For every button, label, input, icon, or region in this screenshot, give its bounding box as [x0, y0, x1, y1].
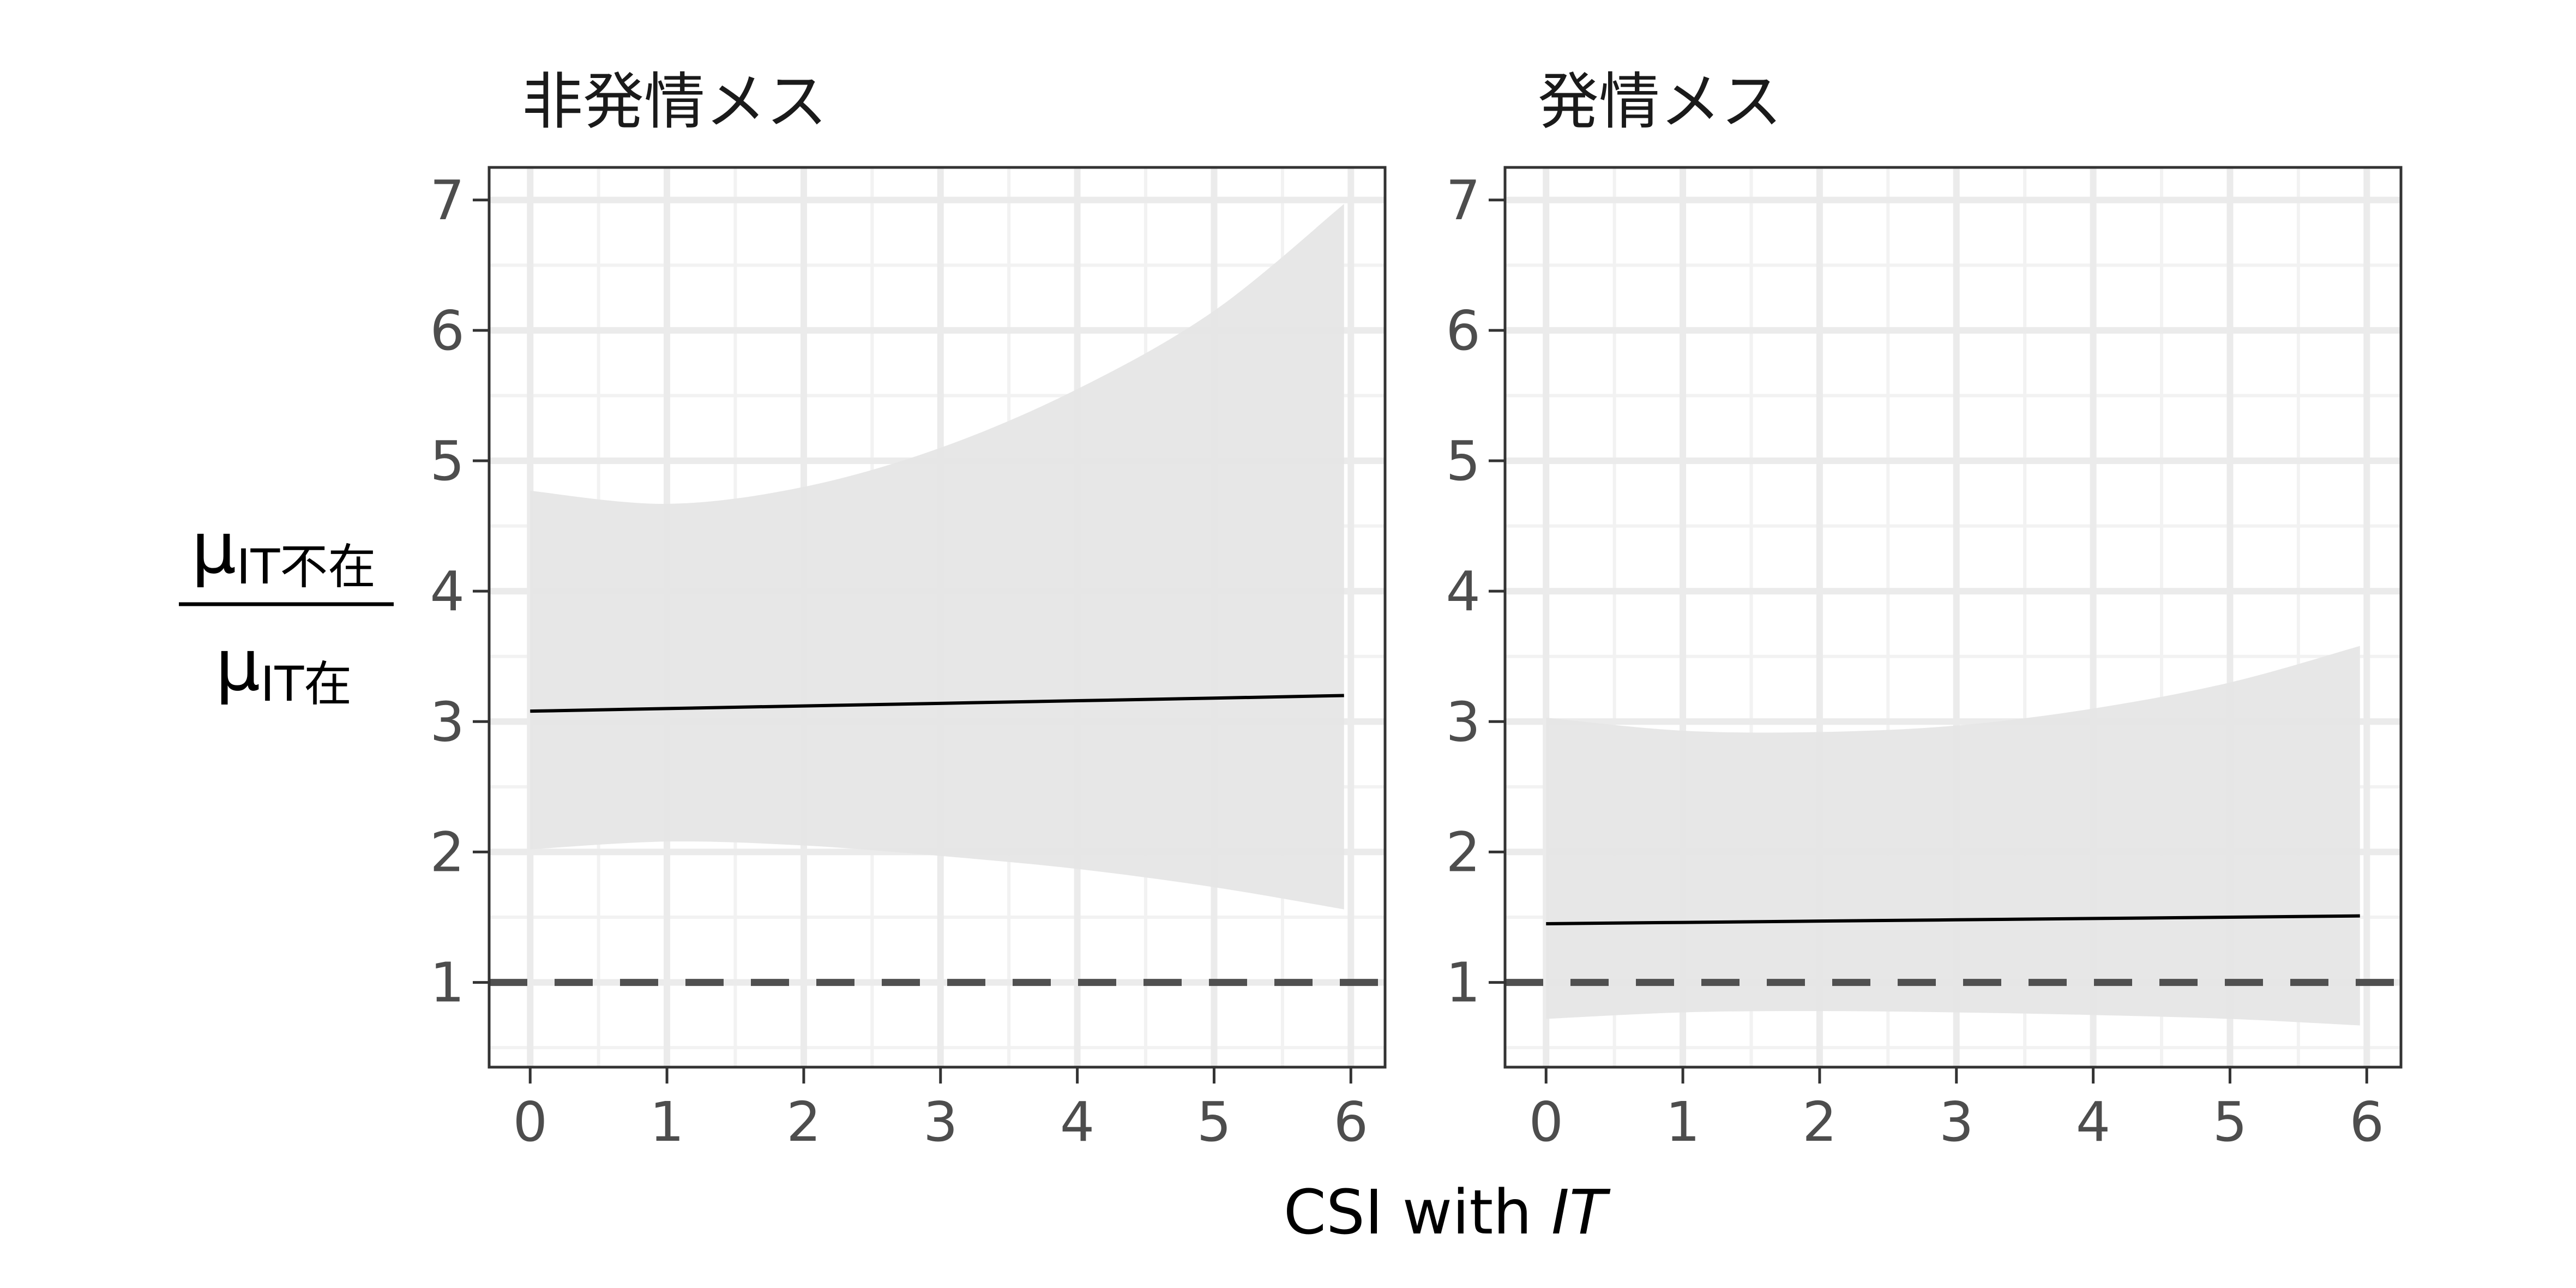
x-axis-title-text: CSI with [1284, 1177, 1551, 1248]
denominator-mu: μ [215, 624, 261, 707]
x-tick-label: 0 [513, 1090, 547, 1154]
y-tick-label: 4 [430, 559, 465, 623]
x-tick-label: 5 [1197, 1090, 1232, 1154]
plot-area [489, 203, 1385, 986]
x-tick-label: 1 [649, 1090, 684, 1154]
fitted-line [530, 694, 1344, 713]
numerator-subscript: IT不在 [237, 539, 376, 595]
x-axis-title-italic: IT [1551, 1177, 1611, 1248]
y-axis-numerator: μIT不在 [191, 507, 376, 595]
y-tick-label: 3 [430, 690, 465, 754]
y-tick-label: 5 [430, 429, 465, 493]
x-tick-label: 2 [1802, 1090, 1837, 1154]
y-tick-label: 6 [1446, 299, 1480, 363]
y-tick-label: 1 [430, 951, 465, 1015]
plot-area [1505, 646, 2401, 1026]
y-tick-label: 2 [430, 820, 465, 884]
y-tick-label: 5 [1446, 429, 1480, 493]
y-tick-label: 3 [1446, 690, 1480, 754]
y-tick-label: 1 [1446, 951, 1480, 1015]
x-tick-label: 3 [923, 1090, 958, 1154]
panel-1: 1 2 3 4 5 6 7 0 1 2 3 4 5 6 非発情メス [430, 67, 1387, 1154]
x-tick-label: 4 [2076, 1090, 2111, 1154]
panel-title: 発情メス [1538, 67, 1782, 137]
y-tick-label: 4 [1446, 559, 1480, 623]
denominator-subscript: IT在 [261, 656, 352, 712]
x-tick-label: 2 [786, 1090, 821, 1154]
panel-2: 1 2 3 4 5 6 7 0 1 2 3 4 5 6 発情メス [1446, 67, 2403, 1154]
y-tick-label: 2 [1446, 820, 1480, 884]
x-tick-label: 4 [1060, 1090, 1095, 1154]
panel-title: 非発情メス [522, 67, 827, 137]
x-tick-label: 6 [1333, 1090, 1368, 1154]
x-tick-label: 3 [1939, 1090, 1974, 1154]
x-axis-title: CSI with IT [1284, 1177, 1611, 1248]
y-tick-label: 7 [1446, 168, 1480, 232]
confidence-band [530, 203, 1344, 910]
confidence-band [1546, 646, 2360, 1026]
y-tick-label: 7 [430, 168, 465, 232]
x-tick-label: 6 [2349, 1090, 2384, 1154]
y-tick-label: 6 [430, 299, 465, 363]
numerator-mu: μ [191, 507, 237, 589]
panel-border [1503, 166, 2403, 1069]
fitted-line [1546, 914, 2360, 925]
y-axis-denominator: μIT在 [215, 624, 352, 712]
x-tick-label: 5 [2213, 1090, 2248, 1154]
x-tick-label: 0 [1528, 1090, 1563, 1154]
x-tick-label: 1 [1665, 1090, 1700, 1154]
panel-border [487, 166, 1387, 1069]
